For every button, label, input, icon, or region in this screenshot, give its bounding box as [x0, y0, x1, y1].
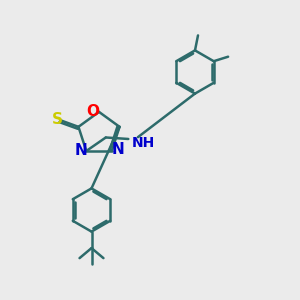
Text: N: N: [74, 143, 87, 158]
Text: O: O: [86, 104, 99, 119]
Text: NH: NH: [132, 136, 155, 150]
Text: N: N: [111, 142, 124, 157]
Text: S: S: [52, 112, 63, 127]
